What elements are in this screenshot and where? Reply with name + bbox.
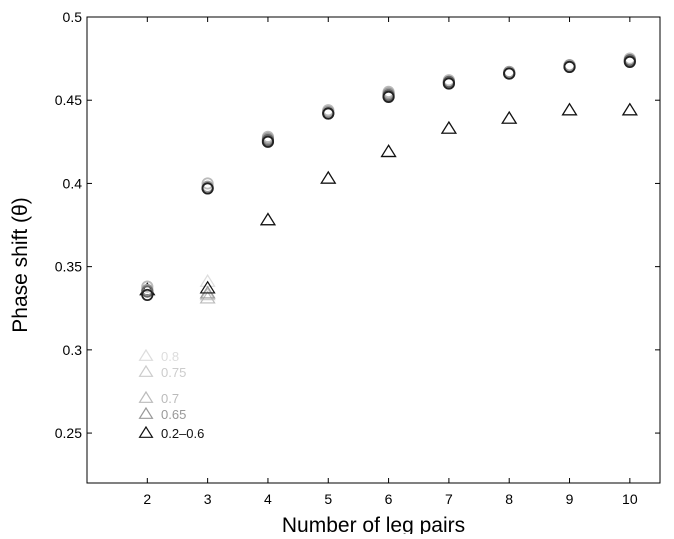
- triangle-point: [621, 102, 638, 116]
- legend-marker: [138, 390, 154, 403]
- triangle-point: [621, 102, 638, 116]
- triangle-point: [621, 102, 638, 116]
- triangle-point: [501, 110, 518, 124]
- circle-point: [201, 177, 214, 190]
- triangle-point: [561, 102, 578, 116]
- triangle-point: [440, 120, 457, 134]
- x-tick-label: 6: [385, 491, 393, 507]
- legend-label: 0.2–0.6: [161, 426, 204, 441]
- triangle-point: [320, 170, 337, 184]
- triangle-point: [380, 144, 397, 158]
- triangle-point: [621, 102, 638, 116]
- x-tick-label: 5: [324, 491, 332, 507]
- legend-label: 0.8: [161, 349, 179, 364]
- legend-marker: [138, 406, 154, 419]
- triangle-point: [501, 110, 518, 124]
- triangle-point: [259, 212, 276, 226]
- circle-point: [623, 55, 636, 69]
- y-tick-label: 0.5: [63, 9, 83, 25]
- triangle-point: [259, 212, 276, 226]
- triangle-point: [501, 110, 518, 124]
- data-points: [139, 52, 638, 304]
- triangle-point: [561, 102, 578, 116]
- plot-frame: [86, 16, 661, 484]
- circle-point: [141, 280, 154, 293]
- triangle-point: [380, 144, 397, 158]
- legend-marker: [138, 425, 154, 438]
- circle-point: [141, 285, 154, 298]
- y-tick-label: 0.3: [63, 342, 83, 358]
- x-tick-label: 2: [143, 491, 151, 507]
- x-tick-label: 4: [264, 491, 272, 507]
- legend-marker: [138, 348, 154, 361]
- legend-marker: [138, 364, 154, 377]
- y-tick-label: 0.25: [55, 425, 82, 441]
- y-axis-label: Phase shift (θ): [9, 197, 32, 332]
- triangle-point: [561, 102, 578, 116]
- circle-point: [322, 107, 335, 120]
- circle-point: [261, 135, 275, 148]
- triangle-point: [501, 110, 518, 124]
- triangle-point: [380, 144, 397, 158]
- triangle-point: [621, 102, 638, 116]
- circle-point: [201, 182, 214, 195]
- y-tick-label: 0.4: [63, 175, 83, 191]
- x-axis-label: Number of leg pairs: [282, 514, 465, 534]
- legend: 0.80.75 0.70.65 0.2–0.6: [138, 348, 204, 441]
- triangle-point: [320, 170, 337, 184]
- triangle-point: [199, 287, 216, 301]
- legend-label: 0.65: [161, 407, 186, 422]
- circle-point: [382, 90, 395, 103]
- circle-point: [442, 77, 455, 90]
- x-tick-label: 9: [566, 491, 574, 507]
- y-tick-label: 0.35: [55, 259, 82, 275]
- circle-point: [563, 60, 576, 74]
- triangle-point: [561, 102, 578, 116]
- triangle-point: [501, 110, 518, 124]
- triangle-point: [320, 170, 337, 184]
- triangle-point: [259, 212, 276, 226]
- x-tick-label: 8: [505, 491, 513, 507]
- triangle-point: [561, 102, 578, 116]
- circle-point: [503, 67, 516, 80]
- circle-point: [141, 288, 154, 302]
- axis-ticks: 2 3 4 5 6 7 8 9 10 0.25 0.3 0.35 0.4 0.45 0.5: [55, 9, 660, 507]
- triangle-point: [440, 120, 457, 134]
- x-tick-label: 10: [622, 491, 638, 507]
- triangle-point: [440, 120, 457, 134]
- y-tick-label: 0.45: [55, 92, 82, 108]
- triangle-point: [440, 120, 457, 134]
- triangle-point: [199, 280, 216, 294]
- triangle-point: [320, 170, 337, 184]
- triangle-point: [259, 212, 276, 226]
- x-tick-label: 3: [204, 491, 212, 507]
- triangle-point: [259, 212, 276, 226]
- triangle-point: [380, 144, 397, 158]
- x-tick-label: 7: [445, 491, 453, 507]
- triangle-point: [440, 120, 457, 134]
- legend-label: 0.7: [161, 391, 179, 406]
- triangle-point: [380, 144, 397, 158]
- legend-label: 0.75: [161, 365, 186, 380]
- triangle-point: [320, 170, 337, 184]
